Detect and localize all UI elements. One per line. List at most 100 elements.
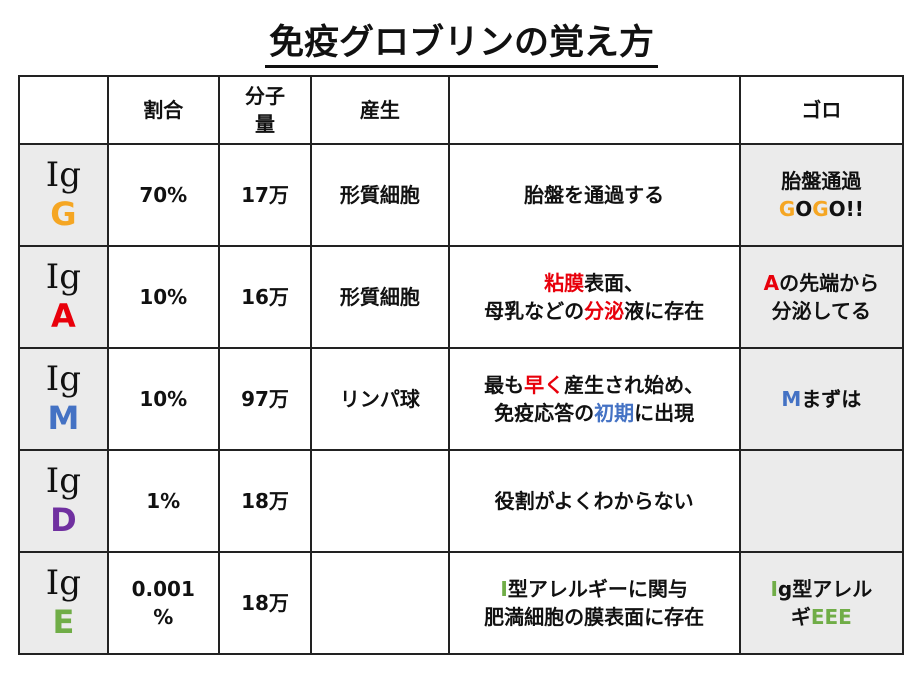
antibody-prefix: Ig: [45, 257, 81, 297]
text-segment: G: [778, 197, 796, 221]
ratio-cell: 10%: [106, 347, 220, 451]
text-segment: 型アレルギーに関与: [507, 577, 688, 601]
header-row: 割合 分子量 産生 ゴロ: [18, 75, 905, 145]
molecular-weight-cell: 97万: [217, 347, 313, 451]
text-line: 最も早く産生され始め、: [450, 371, 739, 399]
text-line: 免疫応答の初期に出現: [450, 399, 739, 427]
molecular-weight-cell: 18万: [217, 449, 313, 553]
feature-cell: Ⅰ型アレルギーに関与 肥満細胞の膜表面に存在: [447, 551, 741, 655]
text-line: Ⅰ型アレルギーに関与: [450, 575, 739, 603]
text-segment: 最も: [484, 373, 525, 397]
cell-text: リンパ球: [339, 387, 420, 411]
title-text: 免疫グロブリンの覚え方: [264, 23, 658, 68]
page-title: 免疫グロブリンの覚え方: [0, 14, 923, 68]
mnemonic-cell: Aの先端から 分泌してる: [738, 245, 905, 349]
header-feature: [447, 75, 741, 145]
antibody-letter: E: [52, 603, 75, 641]
feature-cell: 最も早く産生され始め、 免疫応答の初期に出現: [447, 347, 741, 451]
ratio-cell: 10%: [106, 245, 220, 349]
feature-cell: 役割がよくわからない: [447, 449, 741, 553]
molecular-weight-cell: 17万: [217, 143, 313, 247]
text-segment: g型アレル: [777, 577, 873, 601]
antibody-prefix: Ig: [45, 461, 81, 501]
cell-text: 1%: [146, 489, 181, 513]
mnemonic-cell: [738, 449, 905, 553]
antibody-prefix: Ig: [45, 359, 81, 399]
text-line: 胎盤を通過する: [450, 181, 739, 209]
cell-text: 量: [254, 112, 275, 136]
cell-text: 0.001: [131, 577, 195, 601]
antibody-name-cell: Ig A: [18, 245, 109, 349]
cell-text: 70%: [139, 183, 188, 207]
antibody-letter: M: [47, 399, 80, 437]
text-segment: O: [795, 197, 813, 221]
text-segment: G: [812, 197, 829, 221]
text-line: 粘膜表面、: [450, 269, 739, 297]
producer-cell: 形質細胞: [310, 143, 450, 247]
molecular-weight-cell: 16万: [217, 245, 313, 349]
cell-text: 産生: [359, 98, 400, 122]
cell-text: ゴロ: [801, 98, 842, 122]
text-line: 肥満細胞の膜表面に存在: [450, 603, 739, 631]
cell-text: 10%: [139, 285, 188, 309]
cell-text: 分子: [244, 84, 285, 108]
molecular-weight-cell: 18万: [217, 551, 313, 655]
text-line: ギEEE: [741, 603, 902, 631]
text-line: 役割がよくわからない: [450, 487, 739, 515]
header-molecular-weight: 分子量: [217, 75, 313, 145]
ratio-cell: 0.001%: [106, 551, 220, 655]
cell-text: 16万: [241, 285, 289, 309]
cell-text: 18万: [241, 489, 289, 513]
antibody-letter: D: [50, 501, 77, 539]
producer-cell: [310, 551, 450, 655]
table-row: Ig A 10% 16万 形質細胞 粘膜表面、 母乳などの分泌液に存在 Aの先端から 分泌してる: [18, 245, 905, 349]
cell-text: %: [153, 605, 174, 629]
cell-text: 形質細胞: [339, 285, 420, 309]
cell-text: 97万: [241, 387, 289, 411]
text-segment: 免疫応答の: [494, 401, 595, 425]
table-row: Ig D 1% 18万 役割がよくわからない: [18, 449, 905, 553]
antibody-name-cell: Ig M: [18, 347, 109, 451]
table-row: Ig M 10% 97万 リンパ球 最も早く産生され始め、 免疫応答の初期に出現 Mまずは: [18, 347, 905, 451]
ratio-cell: 1%: [106, 449, 220, 553]
text-segment: 産生され始め、: [564, 373, 705, 397]
text-line: Ⅰg型アレル: [741, 575, 902, 603]
antibody-prefix: Ig: [45, 155, 81, 195]
text-segment: の先端から: [779, 271, 880, 295]
text-segment: 液に存在: [624, 299, 705, 323]
header-producer: 産生: [310, 75, 450, 145]
cell-text: 形質細胞: [339, 183, 420, 207]
mnemonic-cell: 胎盤通過 GOGO!!: [738, 143, 905, 247]
text-line: Mまずは: [741, 385, 902, 413]
feature-cell: 胎盤を通過する: [447, 143, 741, 247]
text-segment: A: [763, 271, 780, 295]
mnemonic-cell: Ⅰg型アレル ギEEE: [738, 551, 905, 655]
producer-cell: [310, 449, 450, 553]
text-segment: に出現: [634, 401, 695, 425]
text-segment: 胎盤を通過する: [524, 183, 665, 207]
text-segment: ギ: [790, 605, 811, 629]
header-mnemonic: ゴロ: [738, 75, 905, 145]
text-segment: 役割がよくわからない: [494, 489, 694, 513]
text-segment: 表面、: [584, 271, 645, 295]
text-line: 分泌してる: [741, 297, 902, 325]
corner-cell: [18, 75, 109, 145]
producer-cell: 形質細胞: [310, 245, 450, 349]
antibody-letter: A: [51, 297, 76, 335]
text-segment: 肥満細胞の膜表面に存在: [484, 605, 705, 629]
cell-text: 10%: [139, 387, 188, 411]
antibody-letter: G: [50, 195, 77, 233]
cell-text: 17万: [241, 183, 289, 207]
feature-cell: 粘膜表面、 母乳などの分泌液に存在: [447, 245, 741, 349]
ratio-cell: 70%: [106, 143, 220, 247]
text-line: 母乳などの分泌液に存在: [450, 297, 739, 325]
text-segment: 初期: [594, 401, 635, 425]
text-line: 胎盤通過: [741, 167, 902, 195]
text-line: GOGO!!: [741, 195, 902, 223]
header-ratio: 割合: [106, 75, 220, 145]
text-line: Aの先端から: [741, 269, 902, 297]
producer-cell: リンパ球: [310, 347, 450, 451]
text-segment: 粘膜: [544, 271, 585, 295]
text-segment: Ⅰ: [770, 577, 778, 601]
text-segment: 胎盤通過: [781, 169, 862, 193]
